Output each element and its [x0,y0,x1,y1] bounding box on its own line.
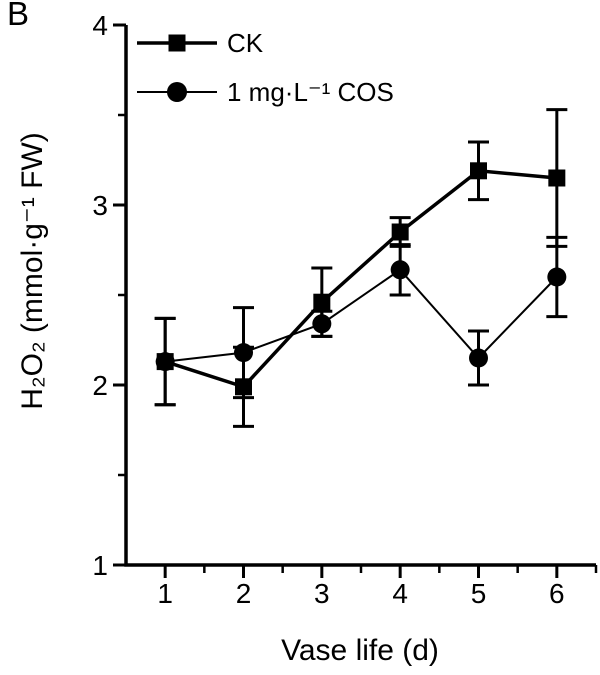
x-tick-label: 4 [392,578,408,609]
data-marker-square [156,353,174,371]
legend-marker-circle [167,82,187,102]
x-tick-label: 6 [549,578,565,609]
data-marker-square [548,169,566,187]
y-tick-label: 4 [92,10,108,41]
panel-label: B [7,0,30,32]
series-line-1 [165,268,558,363]
y-axis-label: H₂O₂ (mmol·g⁻¹ FW) [16,132,49,409]
series-line-0 [164,168,557,389]
x-axis-label: Vase life (d) [281,634,439,667]
legend-label: CK [227,28,264,58]
x-tick-label: 1 [157,578,173,609]
data-marker-square [313,293,331,311]
legend-marker-square [168,34,186,52]
data-marker-circle [469,348,488,368]
y-tick-label: 1 [92,550,108,581]
data-marker-square [235,378,252,396]
x-tick-label: 2 [236,578,252,609]
data-marker-circle [547,267,567,287]
x-tick-label: 5 [471,578,487,609]
y-tick-label: 2 [92,370,108,401]
legend-label: 1 mg·L⁻¹ COS [227,77,394,107]
data-marker-circle [390,260,410,280]
y-tick-label: 3 [92,190,108,221]
x-tick-label: 3 [314,578,330,609]
data-marker-square [470,162,487,180]
data-marker-square [391,223,409,241]
